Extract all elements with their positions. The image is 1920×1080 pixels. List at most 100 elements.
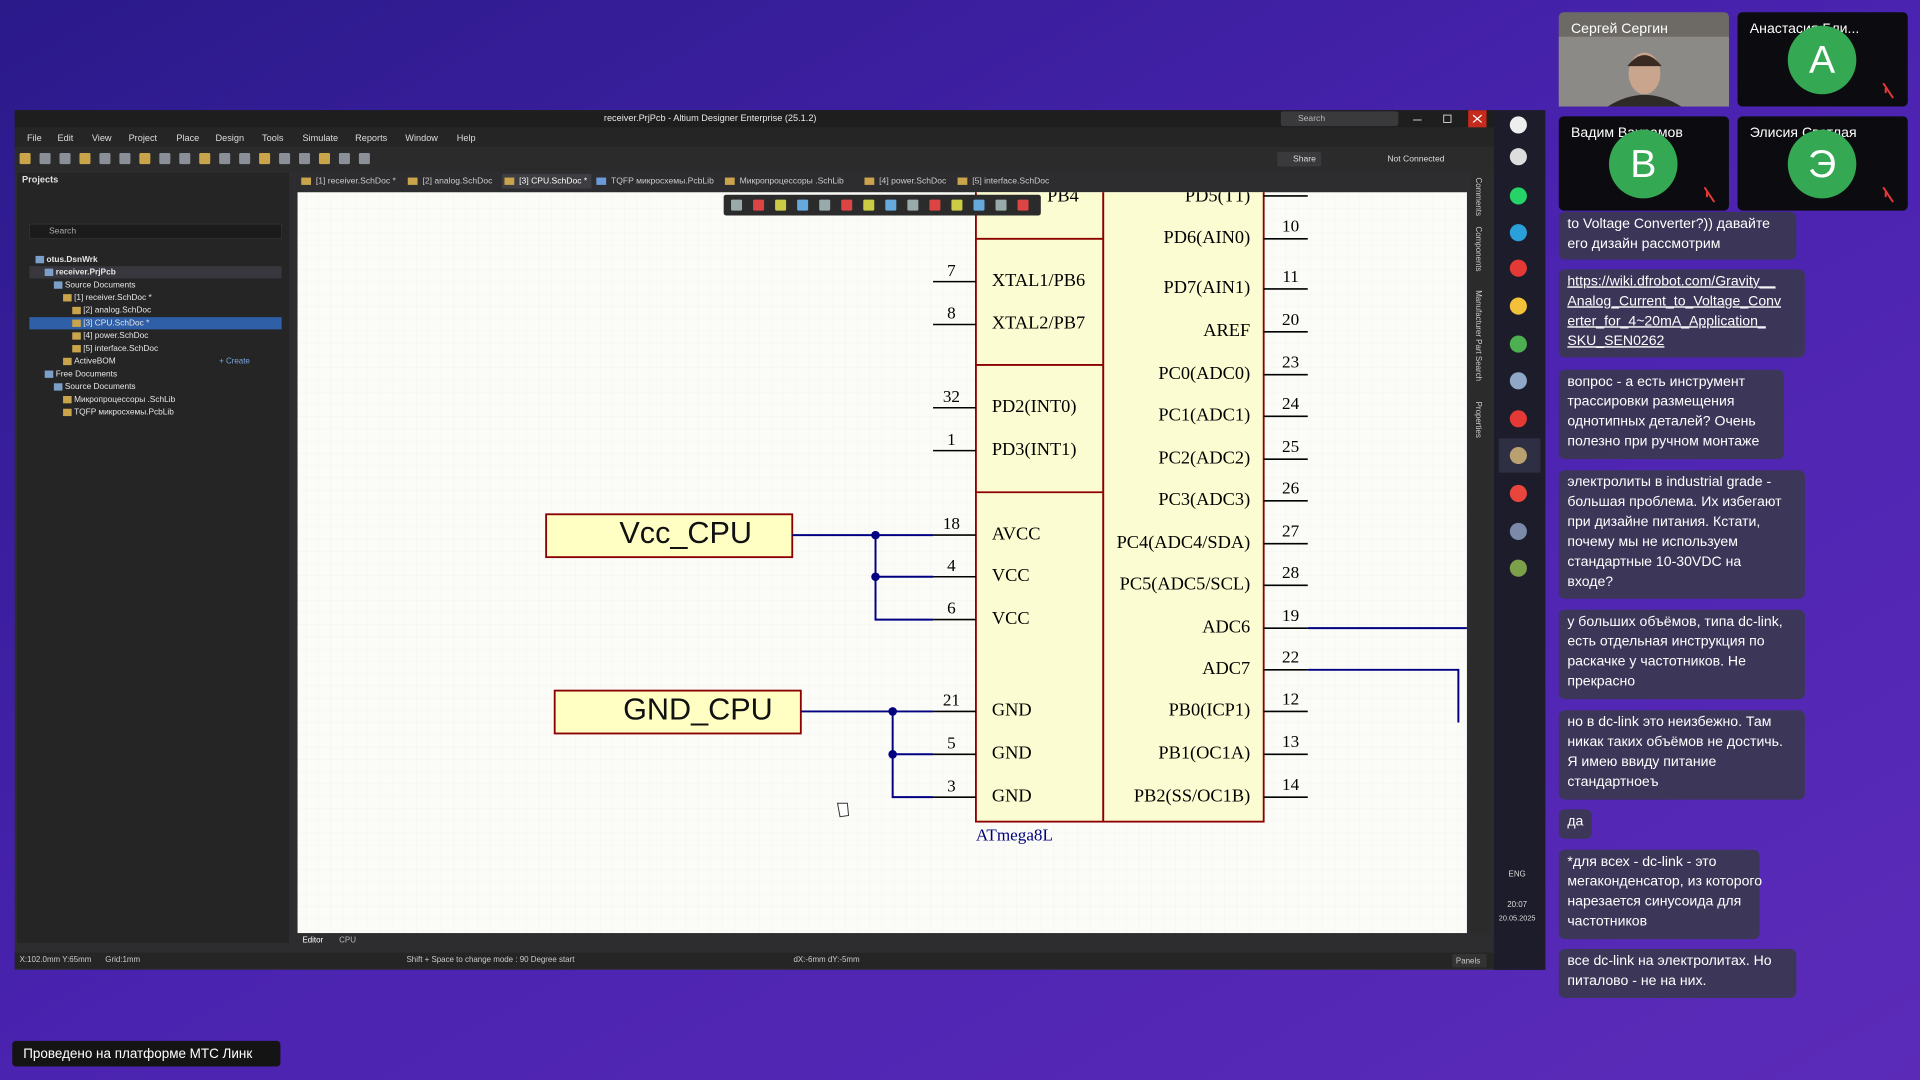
menu-item[interactable]: Simulate [302,133,338,143]
share-button[interactable] [1277,151,1322,167]
chat-link[interactable]: erter_for_4~20mA_Application_ [1567,312,1766,328]
taskbar-app[interactable] [1509,446,1527,465]
canvas-tool-icon[interactable] [1017,199,1029,211]
canvas-tool-icon[interactable] [907,199,919,211]
tree-item[interactable]: [5] interface.SchDoc [83,343,158,353]
side-panel-tab[interactable]: Comments [1474,178,1483,216]
restore-icon[interactable] [1443,114,1452,123]
video-shoulders [1607,94,1682,107]
canvas-tool-icon[interactable] [885,199,897,211]
toolbar-icon[interactable] [159,153,171,165]
tree-item[interactable]: [1] receiver.SchDoc * [74,292,152,302]
canvas-tool-icon[interactable] [841,199,853,211]
create-link[interactable]: + Create [219,356,250,365]
menu-item[interactable]: Help [457,133,476,143]
canvas-tool-icon[interactable] [995,199,1007,211]
document-tab[interactable]: [5] interface.SchDoc [972,175,1050,185]
canvas-tool-icon[interactable] [951,199,963,211]
taskbar-app[interactable] [1509,522,1527,540]
toolbar-icon[interactable] [279,153,291,165]
taskbar-app[interactable] [1509,372,1527,390]
menu-item[interactable]: View [92,133,112,143]
toolbar-icon[interactable] [199,153,211,165]
toolbar-icon[interactable] [139,153,151,165]
taskbar-app[interactable] [1509,148,1527,166]
document-tab[interactable]: [2] analog.SchDoc [422,175,493,185]
canvas-tool-icon[interactable] [797,199,809,211]
tree-item[interactable]: [4] power.SchDoc [83,330,148,340]
side-panel-tab[interactable]: Properties [1474,402,1483,438]
tree-item[interactable]: Free Documents [56,368,117,378]
tree-item[interactable]: ActiveBOM [74,356,116,366]
document-tab[interactable]: TQFP микросхемы.PcbLib [611,175,714,185]
toolbar-icon[interactable] [318,153,330,165]
toolbar-icon[interactable] [179,153,191,165]
document-tab[interactable]: [4] power.SchDoc [879,175,947,185]
toolbar-icon[interactable] [39,153,51,165]
document-tab[interactable]: [3] CPU.SchDoc * [519,175,588,185]
menu-item[interactable]: Reports [355,133,388,143]
toolbar-icon[interactable] [119,153,131,165]
editor-tab[interactable]: CPU [339,936,356,945]
canvas-tool-icon[interactable] [819,199,831,211]
editor-tab[interactable]: Editor [302,936,323,945]
toolbar-icon[interactable] [59,153,71,165]
taskbar-app[interactable] [1509,297,1527,315]
toolbar-icon[interactable] [259,153,271,165]
toolbar-icon[interactable] [99,153,111,165]
tree-item[interactable]: Source Documents [65,279,136,289]
taskbar-app[interactable] [1509,116,1527,134]
tree-item[interactable]: Микропроцессоры .SchLib [74,394,176,404]
document-tab[interactable]: [1] receiver.SchDoc * [316,175,397,185]
canvas-tool-icon[interactable] [731,199,743,211]
tree-item[interactable]: [2] analog.SchDoc [83,305,151,315]
toolbar-icon[interactable] [19,153,31,165]
pin-name: AVCC [992,523,1041,543]
menu-item[interactable]: Project [129,133,158,143]
taskbar-app[interactable] [1509,224,1527,242]
canvas-tool-icon[interactable] [753,199,765,211]
canvas-tool-icon[interactable] [775,199,787,211]
menu-item[interactable]: Window [405,133,438,143]
tree-item[interactable]: receiver.PrjPcb [56,267,116,277]
document-tab[interactable]: Микропроцессоры .SchLib [740,175,844,185]
panels-button[interactable] [1452,953,1487,968]
taskbar-app[interactable] [1509,187,1527,205]
menu-item[interactable]: File [27,133,42,143]
canvas-tool-icon[interactable] [863,199,875,211]
canvas-tool-icon[interactable] [973,199,985,211]
chat-link[interactable]: Analog_Current_to_Voltage_Conv [1567,292,1781,308]
toolbar-icon[interactable] [338,153,350,165]
toolbar-icon[interactable] [79,153,91,165]
search-box[interactable] [1280,111,1399,127]
toolbar-icon[interactable] [358,153,370,165]
menu-item[interactable]: Design [216,133,245,143]
taskbar-app[interactable] [1509,484,1527,503]
toolbar-icon[interactable] [299,153,311,165]
panel-search[interactable] [29,223,282,240]
toolbar-icon[interactable] [239,153,251,165]
tree-item[interactable]: [3] CPU.SchDoc * [83,317,150,327]
taskbar-app[interactable] [1509,335,1527,353]
taskbar-app[interactable] [1509,559,1527,577]
menu-item[interactable]: Edit [58,133,74,143]
chat-link[interactable]: https://wiki.dfrobot.com/Gravity__ [1567,272,1775,288]
toolbar-icon[interactable] [219,153,231,165]
chat-text: мегаконденсатор, из которого [1567,873,1762,889]
canvas-tool-icon[interactable] [929,199,941,211]
taskbar-app[interactable] [1509,410,1527,428]
side-panel-tab[interactable]: Manufacturer Part Search [1474,290,1483,381]
menu-item[interactable]: Tools [262,133,284,143]
avatar [1608,129,1678,199]
chat-message [1558,269,1805,358]
chat-text: при дизайне питания. Кстати, [1567,513,1760,529]
tree-item[interactable]: Source Documents [65,381,136,391]
menu-item[interactable]: Place [176,133,199,143]
taskbar-app[interactable] [1509,259,1527,277]
pin-number: 14 [1282,775,1300,794]
chat-message [1558,849,1760,940]
tree-item[interactable]: TQFP микросхемы.PcbLib [74,407,174,417]
tree-item[interactable]: otus.DsnWrk [47,254,98,264]
side-panel-tab[interactable]: Components [1474,227,1483,272]
chat-link[interactable]: SKU_SEN0262 [1567,332,1664,348]
